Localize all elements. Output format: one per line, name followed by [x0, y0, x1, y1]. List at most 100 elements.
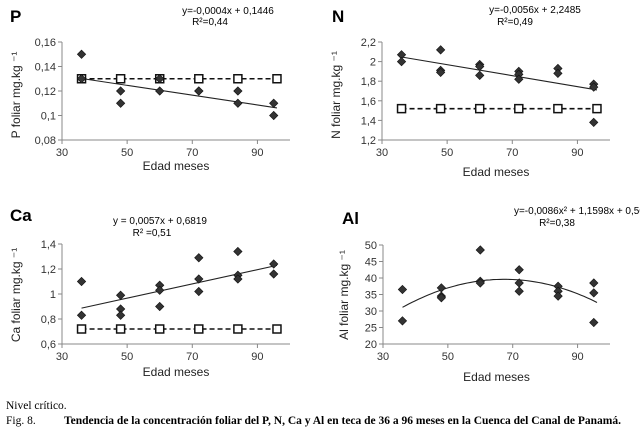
critical-level-marker [592, 103, 602, 114]
data-point [589, 317, 599, 328]
data-point [553, 291, 563, 301]
trend-equation: y = 0,0057x + 0,6819 [113, 216, 207, 227]
y-axis-label: P foliar mg.kg ⁻¹ [9, 52, 23, 139]
panel-letter: P [10, 7, 21, 26]
trend-curve [402, 278, 598, 308]
data-point [269, 269, 279, 279]
data-point [233, 246, 243, 257]
x-tick-label: 70 [507, 351, 519, 363]
y-tick-label: 1,4 [41, 239, 56, 251]
data-point [76, 49, 87, 59]
data-point [475, 245, 485, 255]
r-squared-label: R²=0,49 [497, 17, 533, 28]
x-tick-label: 30 [376, 147, 388, 159]
panel-letter: Ca [10, 206, 32, 225]
y-tick-label: 0,08 [35, 135, 56, 147]
trend-equation: y=-0,0086x² + 1,1598x + 0,5035 [514, 206, 640, 217]
data-point [116, 86, 126, 96]
data-point [475, 278, 485, 288]
panel-letter: Al [342, 209, 359, 228]
y-axis-label: Ca foliar mg.kg ⁻¹ [9, 248, 23, 342]
x-tick-label: 50 [121, 147, 133, 159]
data-point [155, 301, 165, 312]
data-point [475, 70, 485, 80]
x-axis-label: Edad meses [143, 159, 210, 173]
data-point [514, 74, 524, 84]
y-tick-label: 1,2 [41, 264, 56, 276]
x-tick-label: 50 [442, 351, 454, 363]
data-point [155, 86, 165, 96]
y-tick-label: 1,6 [361, 96, 376, 108]
data-point [589, 278, 599, 288]
x-tick-label: 70 [186, 351, 198, 363]
y-tick-label: 1,4 [361, 115, 376, 127]
data-point [233, 98, 243, 108]
y-tick-label: 1 [50, 289, 56, 301]
data-point [397, 284, 408, 295]
trend-line [401, 56, 598, 91]
x-tick-label: 50 [441, 147, 453, 159]
x-axis-label: Edad meses [463, 165, 530, 179]
y-axis-label: Al foliar mg.kg ⁻¹ [337, 250, 351, 340]
chart-panel-al: Al y=-0,0086x² + 1,1598x + 0,5035R²=0,38 2… [320, 200, 640, 400]
critical-level-marker [194, 74, 204, 84]
data-point [514, 286, 524, 296]
trend-line [81, 77, 278, 109]
critical-level-marker [474, 103, 485, 114]
data-point [397, 316, 408, 326]
chart-svg-al: Al y=-0,0086x² + 1,1598x + 0,5035R²=0,38 2… [337, 206, 640, 384]
y-tick-label: 0,12 [35, 86, 56, 98]
data-point [155, 74, 165, 84]
critical-level-note: Nivel crítico. [6, 400, 67, 412]
critical-level-marker [233, 74, 243, 84]
y-tick-label: 2 [370, 57, 376, 69]
y-tick-label: 35 [365, 290, 377, 302]
y-tick-label: 0,14 [35, 62, 56, 74]
x-tick-label: 90 [251, 351, 263, 363]
data-point [76, 276, 87, 287]
x-tick-label: 30 [56, 351, 68, 363]
data-point [155, 285, 165, 295]
figure-number: Fig. 8. [6, 415, 36, 427]
r-squared-label: R² =0,51 [133, 228, 172, 239]
data-point [589, 82, 599, 92]
critical-level-marker [435, 103, 446, 114]
critical-level-marker [396, 103, 407, 114]
critical-level-marker [194, 324, 204, 334]
y-tick-label: 0,6 [41, 339, 56, 351]
x-tick-label: 70 [186, 147, 198, 159]
y-tick-label: 1,2 [361, 135, 376, 147]
data-point [396, 56, 407, 67]
y-tick-label: 1,8 [361, 76, 376, 88]
data-point [194, 253, 204, 263]
data-point [269, 259, 279, 269]
y-tick-label: 0,1 [41, 111, 56, 123]
y-tick-label: 25 [365, 323, 377, 335]
y-tick-label: 20 [365, 339, 377, 351]
y-tick-label: 40 [365, 273, 377, 285]
data-point [269, 98, 279, 108]
data-point [514, 265, 524, 275]
trend-line [81, 264, 278, 309]
y-tick-label: 0,16 [35, 37, 56, 49]
data-point [589, 288, 599, 298]
x-tick-label: 90 [571, 351, 583, 363]
panel-letter: N [332, 7, 344, 26]
data-point [436, 293, 446, 303]
critical-level-marker [233, 324, 243, 334]
x-tick-label: 90 [571, 147, 583, 159]
trend-equation: y=-0,0004x + 0,1446 [182, 6, 274, 17]
x-axis-label: Edad meses [143, 365, 210, 379]
data-point [116, 310, 126, 320]
x-tick-label: 30 [377, 351, 389, 363]
data-point [76, 310, 87, 320]
chart-panel-ca: Ca y = 0,0057x + 0,6819 R² =0,51 0,6 0,8 1 1,2… [0, 200, 320, 400]
critical-level-marker [76, 324, 87, 334]
x-tick-label: 90 [251, 147, 263, 159]
r-squared-label: R²=0,44 [192, 17, 228, 28]
